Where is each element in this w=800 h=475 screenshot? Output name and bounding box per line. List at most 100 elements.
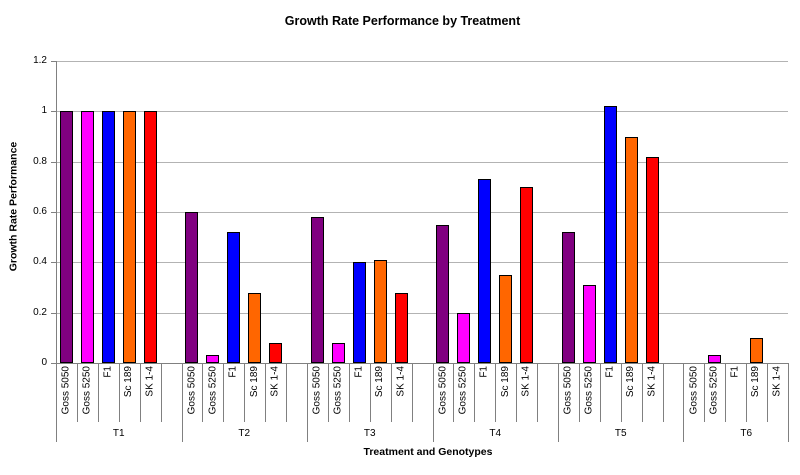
group-separator <box>307 364 308 442</box>
gridline <box>56 312 788 314</box>
genotype-label: Sc 189 <box>625 366 637 398</box>
genotype-label: Sc 189 <box>374 366 386 398</box>
bar-T1-SK-1-4 <box>143 111 157 363</box>
genotype-label: Sc 189 <box>248 366 260 398</box>
x-axis-line <box>56 363 789 364</box>
bar-T2-Goss-5050 <box>185 212 199 363</box>
bar-T3-Goss-5050 <box>310 217 324 363</box>
genotype-label: F1 <box>478 366 490 378</box>
cell-separator <box>97 364 99 422</box>
genotype-label: Goss 5250 <box>332 366 344 415</box>
bar-T2-Goss-5250 <box>206 355 220 363</box>
genotype-label: Goss 5250 <box>708 366 720 415</box>
group-separator <box>557 364 559 442</box>
genotype-label: Sc 189 <box>499 366 511 398</box>
genotype-label: Goss 5250 <box>206 366 218 415</box>
y-axis-tick <box>51 363 56 364</box>
bar-T5-Goss-5050 <box>561 232 575 363</box>
cell-separator <box>369 364 371 422</box>
genotype-label: Goss 5250 <box>457 366 469 415</box>
bar-T5-F1 <box>603 106 617 363</box>
bar-T1-Goss-5250 <box>80 111 94 363</box>
gridline <box>56 111 788 113</box>
treatment-label: T3 <box>363 428 376 439</box>
genotype-label: Goss 5250 <box>81 366 93 415</box>
genotype-label: Sc 189 <box>123 366 135 398</box>
cell-separator <box>620 364 622 422</box>
genotype-label: SK 1-4 <box>771 366 783 397</box>
cell-separator <box>327 364 329 422</box>
group-separator <box>683 364 685 442</box>
bar-T4-Sc-189 <box>499 274 513 363</box>
cell-separator <box>453 364 455 422</box>
bar-T5-SK-1-4 <box>645 156 659 363</box>
treatment-label: T4 <box>489 428 502 439</box>
genotype-label: F1 <box>102 366 114 378</box>
cell-separator <box>516 364 518 422</box>
cell-separator <box>202 364 204 422</box>
cell-separator <box>746 364 748 422</box>
y-tick-label: 0.2 <box>33 306 47 318</box>
genotype-label: F1 <box>604 366 616 378</box>
treatment-label: T6 <box>740 428 753 439</box>
bar-T4-Goss-5250 <box>457 312 471 363</box>
gridline <box>56 262 788 264</box>
treatment-label: T1 <box>112 428 125 439</box>
gridline <box>56 161 788 163</box>
y-tick-label: 0.6 <box>33 206 47 217</box>
bar-T3-Sc-189 <box>373 259 387 363</box>
genotype-label: SK 1-4 <box>144 366 156 397</box>
bar-T5-Goss-5250 <box>582 285 596 363</box>
genotype-label: Goss 5050 <box>60 366 72 415</box>
x-axis-title: Treatment and Genotypes <box>363 446 493 458</box>
cell-separator <box>495 364 497 422</box>
genotype-label: SK 1-4 <box>395 366 407 397</box>
gridline <box>56 212 788 213</box>
treatment-label: T5 <box>614 428 627 439</box>
bar-T1-Goss-5050 <box>60 111 73 363</box>
bar-T4-SK-1-4 <box>520 186 534 363</box>
cell-separator <box>704 364 706 422</box>
bar-T2-SK-1-4 <box>269 342 283 363</box>
y-axis-tick <box>51 312 56 314</box>
genotype-label: Sc 189 <box>750 366 762 398</box>
cell-separator <box>411 364 413 422</box>
bar-T2-Sc-189 <box>248 292 262 363</box>
cell-separator <box>118 364 120 422</box>
cell-separator <box>662 364 664 422</box>
genotype-label: F1 <box>729 366 741 378</box>
group-separator <box>788 364 789 442</box>
genotype-label: SK 1-4 <box>269 366 281 397</box>
bar-T1-Sc-189 <box>122 111 136 363</box>
genotype-label: Goss 5050 <box>185 366 197 415</box>
y-tick-label: 0.8 <box>33 155 47 167</box>
cell-separator <box>599 364 601 422</box>
y-tick-label: 0.4 <box>33 256 47 268</box>
genotype-label: SK 1-4 <box>646 366 658 397</box>
y-tick-label: 1 <box>41 105 47 117</box>
bar-T6-Goss-5250 <box>708 355 722 363</box>
genotype-label: Goss 5050 <box>562 366 574 415</box>
cell-separator <box>265 364 267 422</box>
y-tick-label: 1.2 <box>33 55 47 66</box>
cell-separator <box>390 364 392 422</box>
y-axis-tick <box>51 61 56 62</box>
group-separator <box>181 364 183 442</box>
cell-separator <box>641 364 643 422</box>
y-tick-label: 0 <box>41 357 47 368</box>
cell-separator <box>76 364 78 422</box>
y-axis-tick <box>51 212 56 213</box>
cell-separator <box>578 364 580 422</box>
cell-separator <box>223 364 225 422</box>
genotype-label: Goss 5250 <box>583 366 595 415</box>
bar-T3-SK-1-4 <box>394 292 408 363</box>
cell-separator <box>474 364 476 422</box>
chart-title: Growth Rate Performance by Treatment <box>284 14 521 28</box>
cell-separator <box>725 364 727 422</box>
cell-separator <box>139 364 141 422</box>
y-axis-tick <box>51 262 56 264</box>
genotype-label: F1 <box>227 366 239 378</box>
bar-T3-Goss-5250 <box>331 342 345 363</box>
cell-separator <box>537 364 538 422</box>
